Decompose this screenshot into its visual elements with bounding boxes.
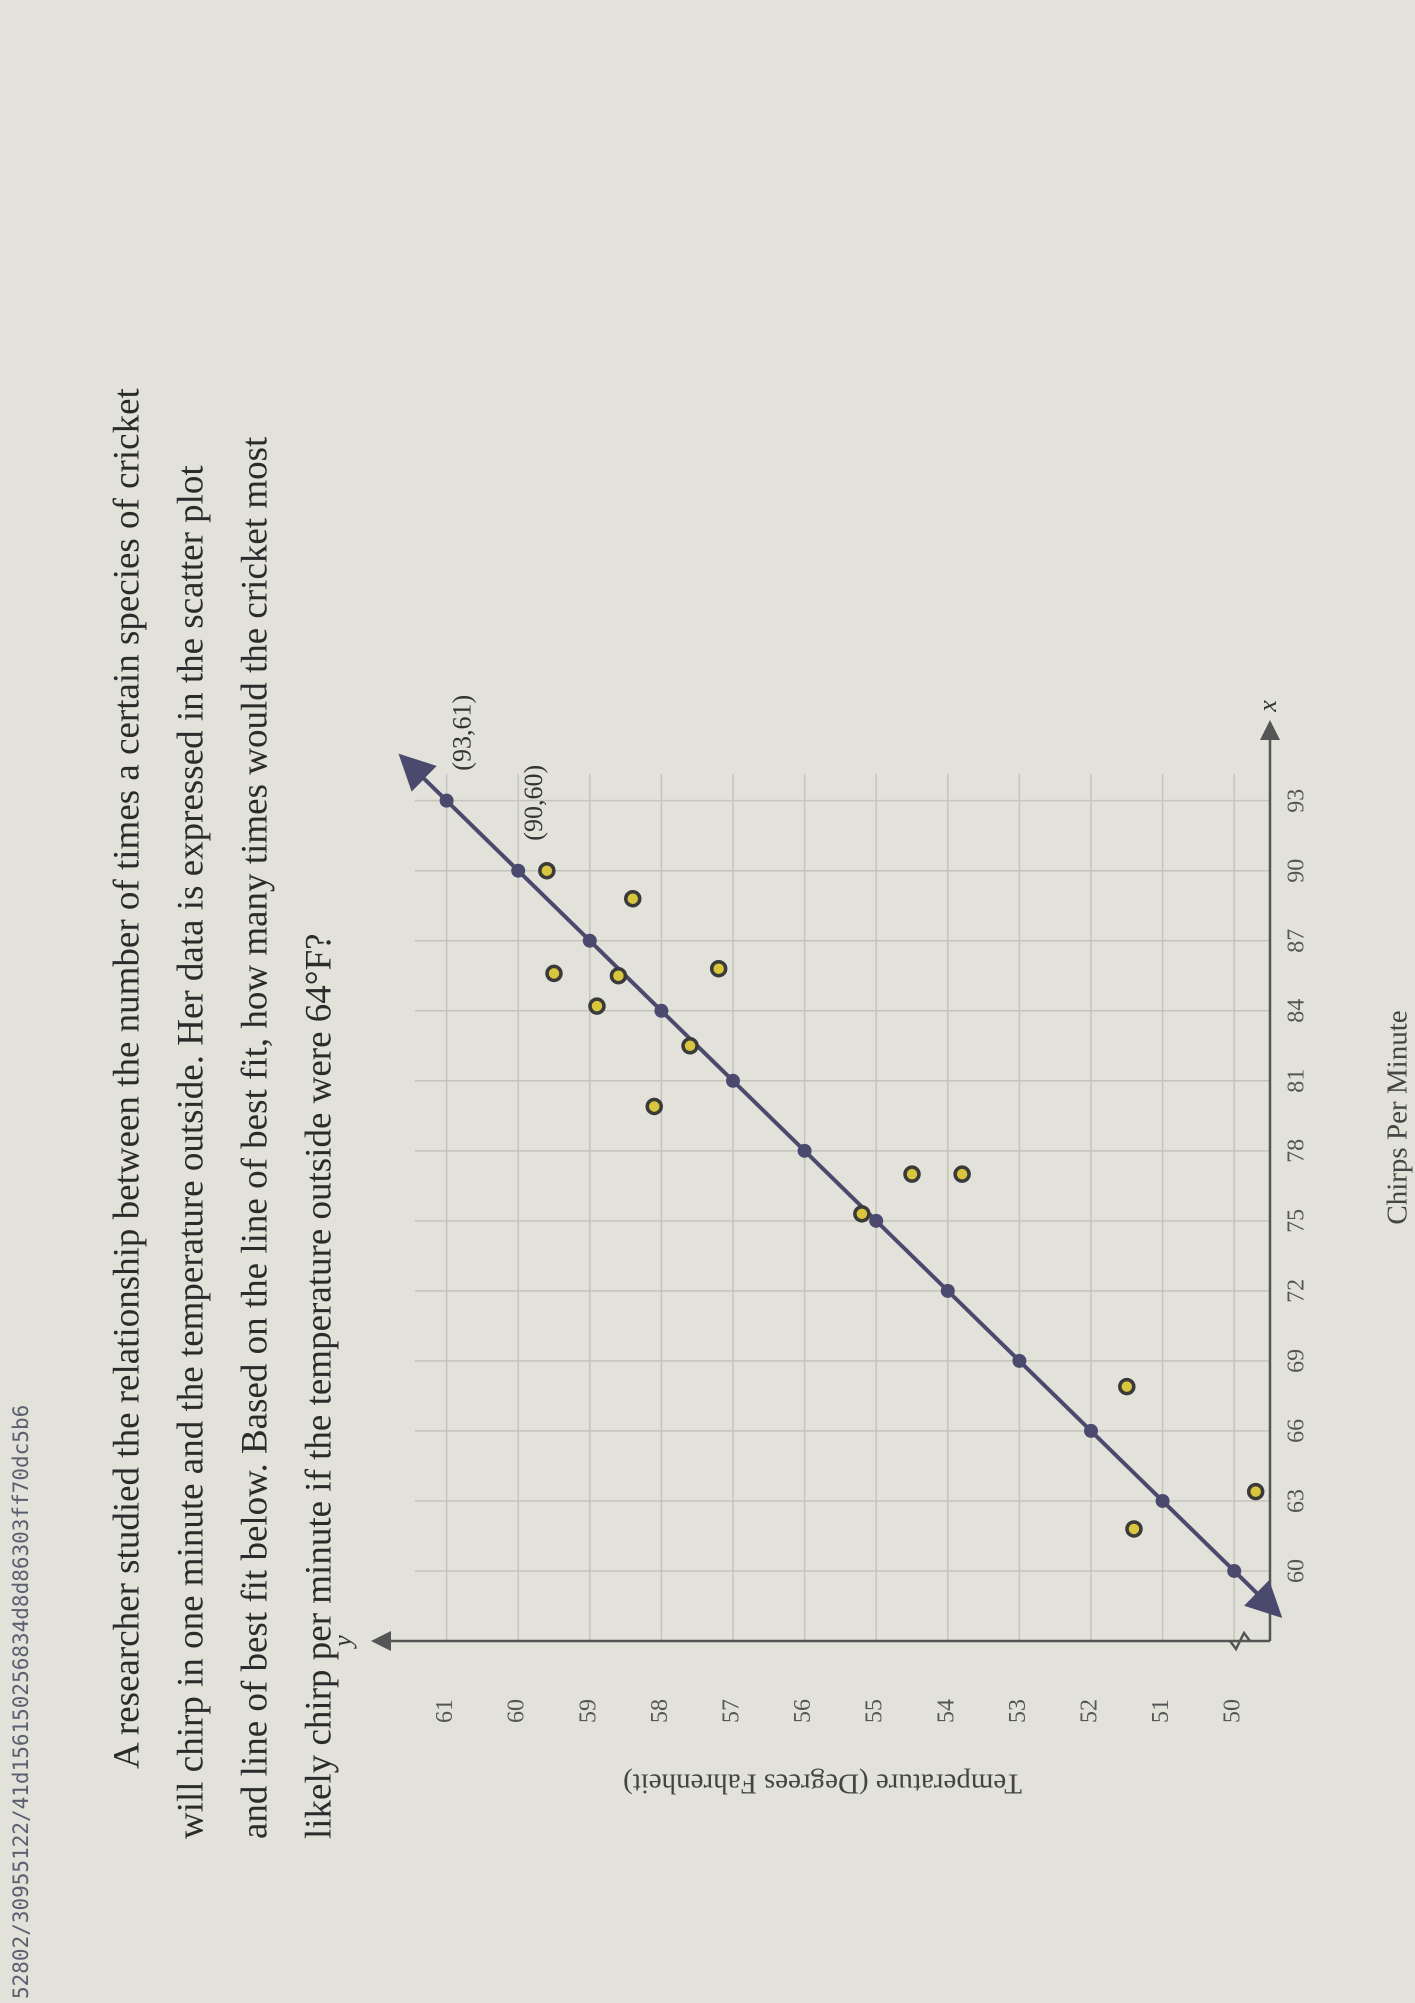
x-tick-label: 63 xyxy=(1284,1489,1310,1513)
line-extension xyxy=(1232,1569,1283,1619)
y-tick-label: 58 xyxy=(647,1699,673,1723)
line-point xyxy=(511,863,526,878)
x-tick-label: 84 xyxy=(1284,999,1310,1023)
y-tick-label: 50 xyxy=(1220,1699,1246,1723)
line-point xyxy=(1012,1353,1027,1368)
x-tick-label: 90 xyxy=(1284,859,1310,883)
y-tick-label: 56 xyxy=(790,1699,816,1723)
data-point xyxy=(645,1097,663,1116)
x-tick-label: 60 xyxy=(1284,1559,1310,1583)
data-point xyxy=(709,959,728,978)
data-point xyxy=(1125,1520,1143,1538)
line-point xyxy=(439,793,454,808)
chart: 60 63 66 69 72 75 78 81 84 87 90 93 50 51 52 53 54 55 56 57… xyxy=(328,695,1414,1799)
y-tick-label: 53 xyxy=(1005,1699,1031,1723)
problem-line: A researcher studied the relationship be… xyxy=(106,388,147,1769)
line-extension xyxy=(398,753,448,803)
problem-line: and line of best fit below. Based on the… xyxy=(234,436,275,1839)
y-tick-label: 55 xyxy=(862,1699,888,1723)
point-annotation: (90,60) xyxy=(519,765,548,841)
x-tick-label: 72 xyxy=(1284,1279,1310,1303)
y-tick-label: 52 xyxy=(1077,1699,1103,1723)
data-point xyxy=(853,1205,871,1223)
data-point xyxy=(1118,1377,1136,1396)
line-point xyxy=(1227,1563,1242,1578)
data-point xyxy=(538,861,556,880)
line-point xyxy=(726,1073,740,1088)
data-point xyxy=(588,997,606,1015)
data-point xyxy=(681,1037,699,1055)
data-point xyxy=(545,964,563,983)
y-axis-letter: y xyxy=(328,1635,357,1650)
point-annotation: (93,61) xyxy=(448,695,477,771)
x-tick-label: 78 xyxy=(1284,1139,1310,1163)
y-axis-title: Temperature (Degrees Fahrenheit) xyxy=(623,1767,1022,1799)
y-tick-label: 59 xyxy=(575,1699,601,1723)
x-axis-letter: x xyxy=(1253,700,1282,713)
x-tick-label: 93 xyxy=(1284,789,1310,813)
y-tick-label: 61 xyxy=(432,1699,458,1723)
data-point xyxy=(1246,1482,1265,1501)
x-axis-title: Chirps Per Minute xyxy=(1382,1010,1414,1224)
url-path: 52802/30955122/41d156150256834d8d86303ff… xyxy=(9,1405,33,1999)
axis-break xyxy=(1229,1630,1251,1652)
x-tick-label: 75 xyxy=(1284,1209,1310,1233)
line-point xyxy=(1084,1423,1098,1438)
y-tick-label: 54 xyxy=(933,1699,959,1723)
y-tick-label: 60 xyxy=(504,1699,530,1723)
x-tick-label: 87 xyxy=(1284,929,1310,953)
line-point xyxy=(940,1283,955,1298)
line-point xyxy=(797,1143,812,1158)
line-point xyxy=(869,1213,884,1228)
problem-line: likely chirp per minute if the temperatu… xyxy=(298,933,339,1839)
x-tick-label: 66 xyxy=(1284,1419,1310,1443)
x-tick-label: 81 xyxy=(1284,1069,1310,1093)
y-tick-label: 51 xyxy=(1148,1699,1174,1723)
best-fit-line xyxy=(445,799,1236,1573)
line-point xyxy=(582,933,597,948)
data-point xyxy=(953,1165,971,1183)
data-point xyxy=(609,967,628,985)
problem-line: will chirp in one minute and the tempera… xyxy=(170,465,211,1839)
data-point xyxy=(903,1165,921,1183)
line-point xyxy=(1155,1493,1170,1508)
x-tick-label: 69 xyxy=(1284,1349,1310,1373)
line-point xyxy=(654,1003,669,1018)
y-tick-label: 57 xyxy=(719,1699,745,1723)
data-point xyxy=(624,889,642,908)
